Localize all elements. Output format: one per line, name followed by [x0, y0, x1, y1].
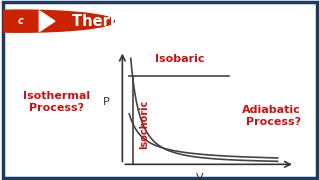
Text: V: V — [196, 173, 204, 180]
Text: P: P — [103, 97, 110, 107]
Polygon shape — [39, 11, 55, 32]
Text: Adiabatic
Process?: Adiabatic Process? — [242, 105, 301, 127]
Text: Isobaric: Isobaric — [155, 54, 204, 64]
Text: c: c — [18, 16, 23, 26]
Circle shape — [0, 10, 115, 32]
Text: Isochoric: Isochoric — [140, 100, 150, 149]
Text: Thermodynamic Process: Thermodynamic Process — [72, 14, 273, 29]
Text: Isothermal
Process?: Isothermal Process? — [23, 91, 90, 113]
